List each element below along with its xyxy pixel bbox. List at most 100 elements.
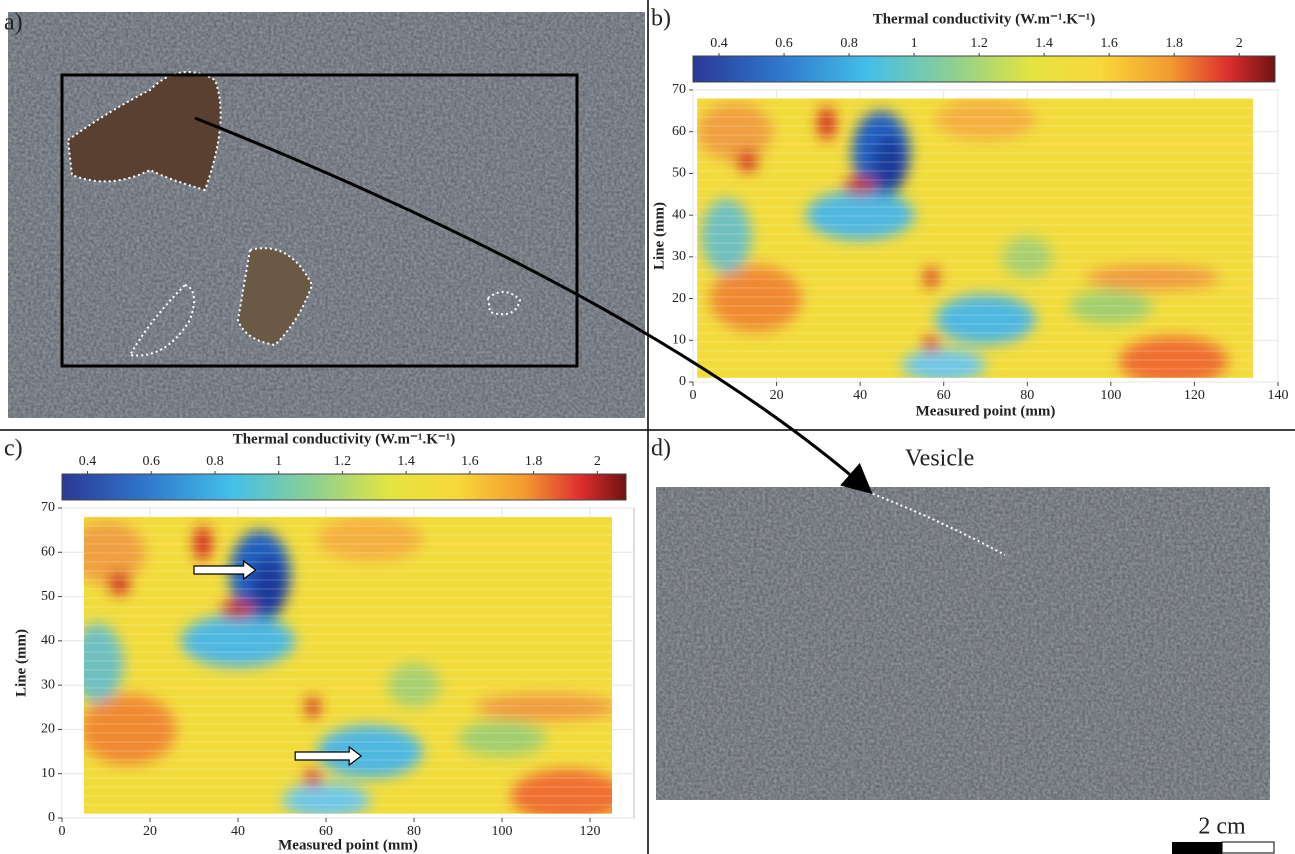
- field-blob: [84, 694, 177, 765]
- field-blob: [805, 190, 915, 241]
- colorbar-tick-label: 1: [911, 36, 918, 51]
- colorbar-tick-label: 0.8: [206, 454, 224, 469]
- field-blob: [510, 769, 612, 814]
- vesicle-trace: [867, 491, 1006, 556]
- heatmap-chart: 0 20 40 60 80 100 120 140 0 10 20 30 40 50 60 70 Measure…: [651, 11, 1288, 419]
- field-blob: [1085, 265, 1220, 291]
- field-blob: [108, 572, 131, 595]
- y-tick-label: 0: [48, 810, 55, 825]
- x-tick-label: 100: [492, 824, 513, 839]
- field-blob: [1069, 290, 1153, 324]
- y-tick-label: 30: [41, 677, 55, 692]
- rock-texture: [8, 12, 645, 418]
- charts: 0 20 40 60 80 100 120 140010203040506070Measure…: [13, 11, 1288, 853]
- y-tick-label: 70: [41, 500, 55, 515]
- field-blob: [922, 336, 940, 353]
- field-blob: [317, 725, 423, 779]
- field-blob: [924, 267, 938, 289]
- heatmap-field: [697, 98, 1253, 378]
- scale-bar: [1172, 842, 1222, 854]
- x-tick-label: 20: [143, 824, 157, 839]
- panel-label: d): [651, 436, 671, 462]
- field-blob: [872, 135, 907, 195]
- vesicle-outline: [486, 291, 522, 316]
- x-tick-label: 0: [690, 388, 697, 403]
- panel-label: b): [651, 6, 671, 32]
- field-blob: [458, 720, 546, 756]
- field-blob: [84, 521, 146, 584]
- field-blob: [84, 623, 124, 703]
- colorbar-tick-label: 1.6: [1100, 36, 1118, 51]
- y-tick-label: 50: [672, 166, 686, 181]
- field-blob: [306, 696, 320, 719]
- field-blobs: [697, 98, 1228, 378]
- vesicle-outline: [128, 283, 195, 357]
- field-blob: [697, 102, 773, 161]
- y-tick-label: 20: [41, 722, 55, 737]
- x-tick-label: 20: [770, 388, 784, 403]
- y-tick-label: 10: [41, 766, 55, 781]
- y-tick-label: 70: [672, 82, 686, 97]
- field-blob: [251, 556, 287, 619]
- x-tick-label: 40: [853, 388, 867, 403]
- y-tick-label: 30: [672, 249, 686, 264]
- field-blobs: [84, 516, 612, 814]
- y-tick-label: 50: [41, 589, 55, 604]
- scan-area: [60, 73, 579, 368]
- x-tick-label: 140: [1268, 388, 1289, 403]
- y-tick-label: 60: [672, 124, 686, 139]
- colorbar-tick-label: 1.2: [970, 36, 988, 51]
- colorbar-tick-label: 0.6: [775, 36, 793, 51]
- field-blob: [317, 516, 423, 562]
- x-tick-label: 60: [937, 388, 951, 403]
- field-blob: [282, 782, 370, 814]
- colorbar-tick-label: 2: [594, 454, 601, 469]
- y-tick-label: 60: [41, 545, 55, 560]
- x-tick-label: 80: [1020, 388, 1034, 403]
- colorbar-title: Thermal conductivity (W.m⁻¹.K⁻¹): [873, 11, 1096, 27]
- x-tick-label: 100: [1100, 388, 1121, 403]
- y-axis-label: Line (mm): [651, 202, 667, 270]
- scale-label: 2 cm: [1198, 814, 1246, 840]
- x-tick-label: 0: [59, 824, 66, 839]
- colorbar-tick-label: 1.8: [1165, 36, 1183, 51]
- field-blob: [935, 98, 1036, 141]
- field-blob: [387, 663, 441, 708]
- colorbar-tick-label: 2: [1236, 36, 1243, 51]
- field-blob: [818, 106, 836, 141]
- field-blob: [475, 694, 612, 721]
- y-tick-label: 0: [679, 374, 686, 389]
- colorbar-tick-label: 0.8: [840, 36, 858, 51]
- heatmap-field: [84, 516, 612, 814]
- panel-label: a): [4, 10, 23, 36]
- x-tick-label: 120: [1184, 388, 1205, 403]
- colorbar: [692, 55, 1276, 83]
- annotation: Vesicle: [905, 446, 974, 472]
- field-blob: [1002, 236, 1053, 278]
- y-tick-label: 40: [672, 207, 686, 222]
- connector-arrow: [194, 116, 873, 494]
- rock-texture: [656, 487, 1270, 800]
- colorbar: [61, 473, 627, 501]
- x-axis-label: Measured point (mm): [278, 837, 418, 853]
- field-blob: [194, 525, 212, 562]
- field-blob: [220, 601, 256, 619]
- highlight-arrow: [294, 745, 363, 767]
- field-blob: [1119, 336, 1228, 378]
- x-tick-label: 60: [319, 824, 333, 839]
- colorbar-tick-label: 1.6: [461, 454, 479, 469]
- y-axis-label: Line (mm): [13, 629, 29, 697]
- colorbar-tick-label: 0.6: [142, 454, 160, 469]
- y-tick-label: 10: [672, 333, 686, 348]
- panel-label: c): [4, 436, 23, 462]
- x-axis-label: Measured point (mm): [916, 403, 1056, 419]
- x-tick-label: 80: [407, 824, 421, 839]
- field-blob: [935, 294, 1036, 345]
- colorbar-tick-label: 1.4: [1035, 36, 1053, 51]
- vesicle-outline: [236, 247, 314, 347]
- field-blob: [709, 265, 802, 332]
- colorbar-tick-label: 0.4: [710, 36, 728, 51]
- field-blob: [901, 348, 986, 378]
- x-tick-label: 120: [580, 824, 601, 839]
